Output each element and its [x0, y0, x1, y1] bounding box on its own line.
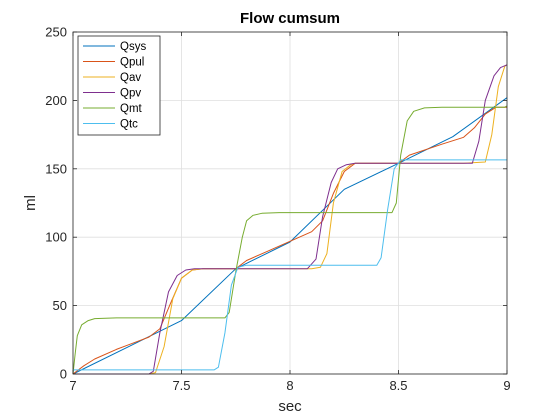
legend: Qsys Qpul Qav Qpv Qmt Qtc: [77, 35, 161, 136]
y-tick-label: 50: [53, 298, 67, 313]
series-line-qpv: [73, 64, 508, 375]
chart-title: Flow cumsum: [240, 10, 340, 27]
legend-label: Qpv: [120, 88, 141, 100]
x-tick-label: 9: [503, 378, 510, 393]
series-line-qpul: [72, 106, 507, 375]
y-tick-label: 200: [45, 93, 67, 108]
x-tick-label: 7.5: [172, 378, 190, 393]
legend-box: [77, 35, 161, 136]
series-line-qmt: [72, 105, 508, 375]
legend-label: Qsys: [120, 41, 146, 53]
y-tick-label: 100: [45, 230, 67, 245]
y-tick-label: 0: [60, 367, 67, 382]
x-axis-label: sec: [278, 398, 302, 415]
legend-label: Qmt: [120, 103, 143, 115]
y-tick-label: 150: [45, 161, 67, 176]
x-tick-label: 8.5: [389, 378, 407, 393]
legend-label: Qav: [120, 72, 141, 84]
x-tick-label: 7: [69, 378, 76, 393]
axis-ticks: 7 7.5 8 8.5 9 0 50 100 150 200 250: [45, 25, 510, 394]
x-tick-label: 8: [286, 378, 293, 393]
legend-label: Qtc: [120, 119, 138, 131]
legend-label: Qpul: [120, 57, 144, 69]
series-lines: [72, 64, 508, 375]
series-line-qtc: [73, 159, 507, 371]
y-tick-label: 250: [45, 25, 67, 40]
y-axis-label: ml: [22, 195, 39, 211]
series-line-qav: [73, 64, 508, 375]
